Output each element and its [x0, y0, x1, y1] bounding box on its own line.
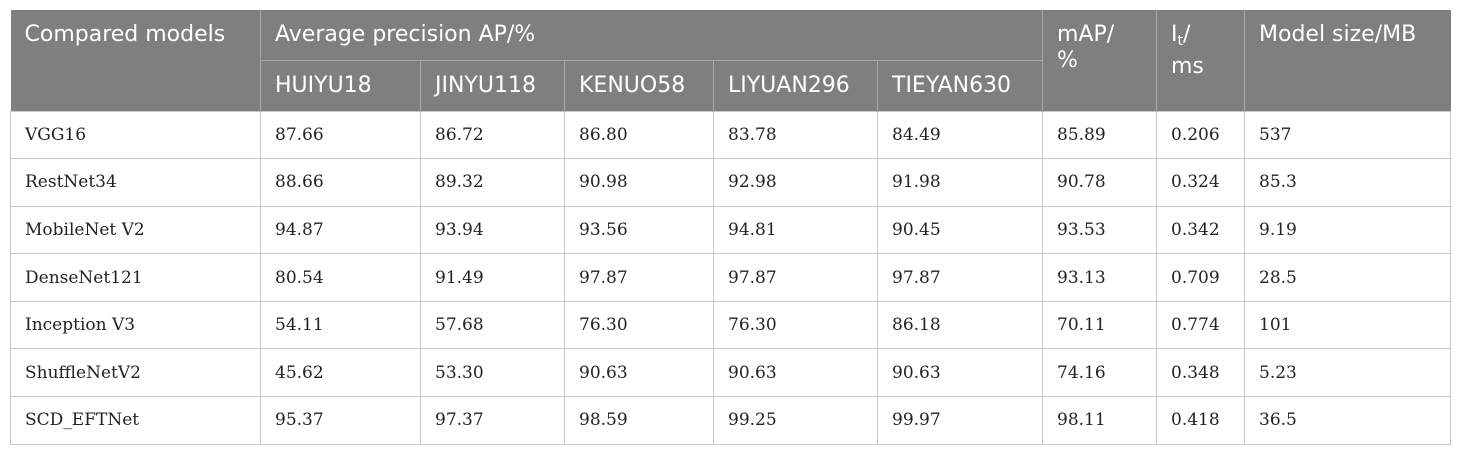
- table-row: ShuffleNetV2 45.62 53.30 90.63 90.63 90.…: [10, 348, 1451, 398]
- header-tieyan630: TIEYAN630: [877, 59, 1043, 111]
- cell-value: 90.63: [877, 348, 1043, 398]
- cell-value: 9.19: [1244, 205, 1451, 255]
- cell-value: 97.87: [877, 253, 1043, 302]
- cell-value: 93.53: [1042, 205, 1157, 255]
- cell-value: 90.98: [564, 158, 714, 207]
- cell-value: 5.23: [1244, 348, 1451, 398]
- header-compared-models: Compared models: [10, 10, 261, 111]
- cell-value: 54.11: [260, 300, 421, 350]
- cell-value: 99.97: [877, 396, 1043, 445]
- cell-value: 86.72: [420, 110, 565, 160]
- cell-model-name: ShuffleNetV2: [10, 348, 261, 398]
- cell-value: 88.66: [260, 158, 421, 207]
- cell-value: 94.81: [713, 205, 878, 255]
- results-table-container: Compared models Average precision AP/% m…: [10, 10, 1451, 445]
- cell-value: 537: [1244, 110, 1451, 160]
- cell-value: 97.37: [420, 396, 565, 445]
- cell-value: 0.774: [1156, 300, 1245, 350]
- cell-value: 74.16: [1042, 348, 1157, 398]
- cell-value: 0.324: [1156, 158, 1245, 207]
- header-inference-time: It/ms: [1156, 10, 1245, 111]
- table-row: MobileNet V2 94.87 93.94 93.56 94.81 90.…: [10, 205, 1451, 255]
- cell-value: 0.342: [1156, 205, 1245, 255]
- header-model-size: Model size/MB: [1244, 10, 1451, 111]
- cell-value: 90.63: [564, 348, 714, 398]
- cell-value: 0.206: [1156, 110, 1245, 160]
- cell-value: 70.11: [1042, 300, 1157, 350]
- cell-model-name: Inception V3: [10, 300, 261, 350]
- cell-value: 95.37: [260, 396, 421, 445]
- cell-value: 87.66: [260, 110, 421, 160]
- cell-model-name: VGG16: [10, 110, 261, 160]
- table-row: RestNet34 88.66 89.32 90.98 92.98 91.98 …: [10, 158, 1451, 207]
- cell-value: 80.54: [260, 253, 421, 302]
- cell-value: 86.80: [564, 110, 714, 160]
- cell-value: 53.30: [420, 348, 565, 398]
- cell-model-name: DenseNet121: [10, 253, 261, 302]
- header-huiyu18: HUIYU18: [260, 59, 421, 111]
- cell-value: 83.78: [713, 110, 878, 160]
- cell-value: 0.348: [1156, 348, 1245, 398]
- cell-value: 0.709: [1156, 253, 1245, 302]
- header-row-primary: Compared models Average precision AP/% m…: [10, 10, 1451, 111]
- header-map: mAP/%: [1042, 10, 1157, 111]
- cell-value: 90.45: [877, 205, 1043, 255]
- cell-value: 91.49: [420, 253, 565, 302]
- cell-model-name: RestNet34: [10, 158, 261, 207]
- table-row: DenseNet121 80.54 91.49 97.87 97.87 97.8…: [10, 253, 1451, 302]
- cell-value: 101: [1244, 300, 1451, 350]
- cell-value: 93.94: [420, 205, 565, 255]
- table-row: Inception V3 54.11 57.68 76.30 76.30 86.…: [10, 300, 1451, 350]
- cell-value: 84.49: [877, 110, 1043, 160]
- cell-value: 45.62: [260, 348, 421, 398]
- table-row: SCD_EFTNet 95.37 97.37 98.59 99.25 99.97…: [10, 396, 1451, 445]
- cell-value: 0.418: [1156, 396, 1245, 445]
- cell-value: 86.18: [877, 300, 1043, 350]
- header-kenuo58: KENUO58: [564, 59, 714, 111]
- cell-value: 92.98: [713, 158, 878, 207]
- header-liyuan296: LIYUAN296: [713, 59, 878, 111]
- header-average-precision: Average precision AP/%: [260, 10, 1043, 60]
- cell-value: 99.25: [713, 396, 878, 445]
- cell-value: 98.11: [1042, 396, 1157, 445]
- cell-value: 89.32: [420, 158, 565, 207]
- cell-model-name: SCD_EFTNet: [10, 396, 261, 445]
- table-body: VGG16 87.66 86.72 86.80 83.78 84.49 85.8…: [10, 110, 1451, 445]
- cell-value: 90.78: [1042, 158, 1157, 207]
- cell-value: 28.5: [1244, 253, 1451, 302]
- header-jinyu118: JINYU118: [420, 59, 565, 111]
- cell-value: 85.3: [1244, 158, 1451, 207]
- cell-value: 76.30: [564, 300, 714, 350]
- cell-value: 85.89: [1042, 110, 1157, 160]
- cell-value: 57.68: [420, 300, 565, 350]
- cell-value: 93.13: [1042, 253, 1157, 302]
- table-row: VGG16 87.66 86.72 86.80 83.78 84.49 85.8…: [10, 110, 1451, 160]
- cell-value: 97.87: [564, 253, 714, 302]
- cell-value: 76.30: [713, 300, 878, 350]
- cell-value: 97.87: [713, 253, 878, 302]
- cell-model-name: MobileNet V2: [10, 205, 261, 255]
- cell-value: 36.5: [1244, 396, 1451, 445]
- cell-value: 91.98: [877, 158, 1043, 207]
- cell-value: 98.59: [564, 396, 714, 445]
- cell-value: 94.87: [260, 205, 421, 255]
- cell-value: 90.63: [713, 348, 878, 398]
- cell-value: 93.56: [564, 205, 714, 255]
- model-comparison-table: Compared models Average precision AP/% m…: [10, 10, 1451, 445]
- header-row-secondary: HUIYU18 JINYU118 KENUO58 LIYUAN296 TIEYA…: [11, 59, 1451, 111]
